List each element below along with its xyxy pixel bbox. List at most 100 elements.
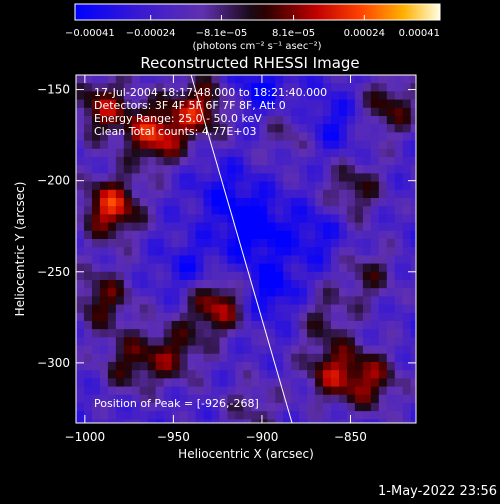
heatmap-cell [386, 173, 396, 183]
heatmap-cell [203, 140, 213, 150]
heatmap-cell [83, 140, 93, 150]
heatmap-cell [147, 214, 157, 224]
heatmap-cell [235, 247, 244, 256]
heatmap-cell [410, 263, 416, 273]
heatmap-cell [323, 263, 332, 273]
heatmap-cell [267, 181, 276, 191]
heatmap-cell [99, 329, 109, 338]
heatmap-cell [394, 329, 404, 338]
heatmap-cell [107, 296, 117, 306]
heatmap-cell [235, 353, 244, 363]
heatmap-cell [147, 353, 157, 363]
heatmap-cell [155, 320, 165, 330]
heatmap-cell [338, 115, 348, 125]
heatmap-cell [91, 312, 101, 322]
heatmap-cell [115, 75, 125, 84]
heatmap-cell [115, 288, 125, 297]
heatmap-cell [354, 222, 364, 232]
heatmap-cell [211, 304, 221, 314]
heatmap-cell [123, 255, 133, 265]
heatmap-cell [163, 75, 173, 84]
heatmap-cell [362, 247, 372, 256]
heatmap-cell [123, 345, 133, 355]
heatmap-cell [99, 148, 109, 158]
heatmap-cell [139, 361, 149, 371]
heatmap-cell [394, 320, 404, 330]
heatmap-cell [243, 132, 252, 142]
heatmap-cell [155, 214, 165, 224]
heatmap-cell [362, 329, 372, 338]
heatmap-cell [386, 140, 396, 150]
heatmap-cell [139, 124, 149, 133]
heatmap-cell [402, 394, 412, 404]
heatmap-cell [386, 320, 396, 330]
heatmap-cell [386, 271, 396, 281]
heatmap-cell [394, 91, 404, 101]
heatmap-cell [227, 156, 236, 166]
heatmap-cell [179, 165, 189, 174]
heatmap-cell [354, 107, 364, 117]
heatmap-cell [307, 320, 316, 330]
heatmap-cell [76, 402, 85, 412]
heatmap-cell [338, 419, 348, 423]
heatmap-cell [227, 402, 236, 412]
heatmap-cell [362, 214, 372, 224]
heatmap-cell [187, 132, 197, 142]
heatmap-cell [362, 107, 372, 117]
heatmap-cell [410, 271, 416, 281]
heatmap-cell [299, 370, 308, 379]
heatmap-cell [419, 75, 428, 84]
heatmap-cell [243, 288, 252, 297]
heatmap-cell [139, 83, 149, 92]
heatmap-cell [91, 353, 101, 363]
heatmap-cell [243, 107, 252, 117]
heatmap-cell [243, 419, 252, 423]
heatmap-cell [402, 83, 412, 92]
heatmap-cell [83, 99, 93, 109]
heatmap-cell [251, 75, 260, 84]
heatmap-cell [83, 189, 93, 199]
heatmap-cell [299, 214, 308, 224]
heatmap-cell [354, 353, 364, 363]
x-tick-label: −950 [157, 430, 190, 444]
heatmap-cell [331, 83, 340, 92]
heatmap-cell [362, 115, 372, 125]
heatmap-cell [131, 197, 141, 207]
heatmap-cell [107, 337, 117, 347]
heatmap-cell [346, 115, 356, 125]
heatmap-cell [123, 181, 133, 191]
heatmap-cell [155, 222, 165, 232]
heatmap-cell [91, 124, 101, 133]
heatmap-cell [387, 428, 396, 437]
heatmap-cell [171, 132, 181, 142]
heatmap-cell [155, 386, 165, 396]
heatmap-cell [83, 271, 93, 281]
heatmap-cell [386, 329, 396, 338]
heatmap-cell [155, 148, 165, 158]
heatmap-cell [171, 386, 181, 396]
heatmap-cell [307, 296, 316, 306]
heatmap-cell [203, 189, 213, 199]
heatmap-cell [155, 312, 165, 322]
heatmap-cell [99, 156, 109, 166]
heatmap-cell [235, 428, 244, 437]
heatmap-cell [259, 132, 268, 142]
heatmap-cell [283, 115, 292, 125]
heatmap-cell [115, 370, 125, 379]
heatmap-cell [219, 83, 229, 92]
heatmap-cell [370, 238, 380, 248]
heatmap-cell [386, 402, 396, 412]
heatmap-cell [323, 181, 332, 191]
heatmap-cell [283, 320, 292, 330]
heatmap-cell [115, 189, 125, 199]
heatmap-cell [227, 214, 236, 224]
heatmap-cell [267, 222, 276, 232]
heatmap-cell [402, 370, 412, 379]
heatmap-cell [275, 124, 284, 133]
heatmap-cell [155, 107, 165, 117]
heatmap-cell [187, 296, 197, 306]
heatmap-cell [267, 124, 276, 133]
heatmap-cell [203, 197, 213, 207]
heatmap-cell [99, 370, 109, 379]
heatmap-cell [131, 99, 141, 109]
